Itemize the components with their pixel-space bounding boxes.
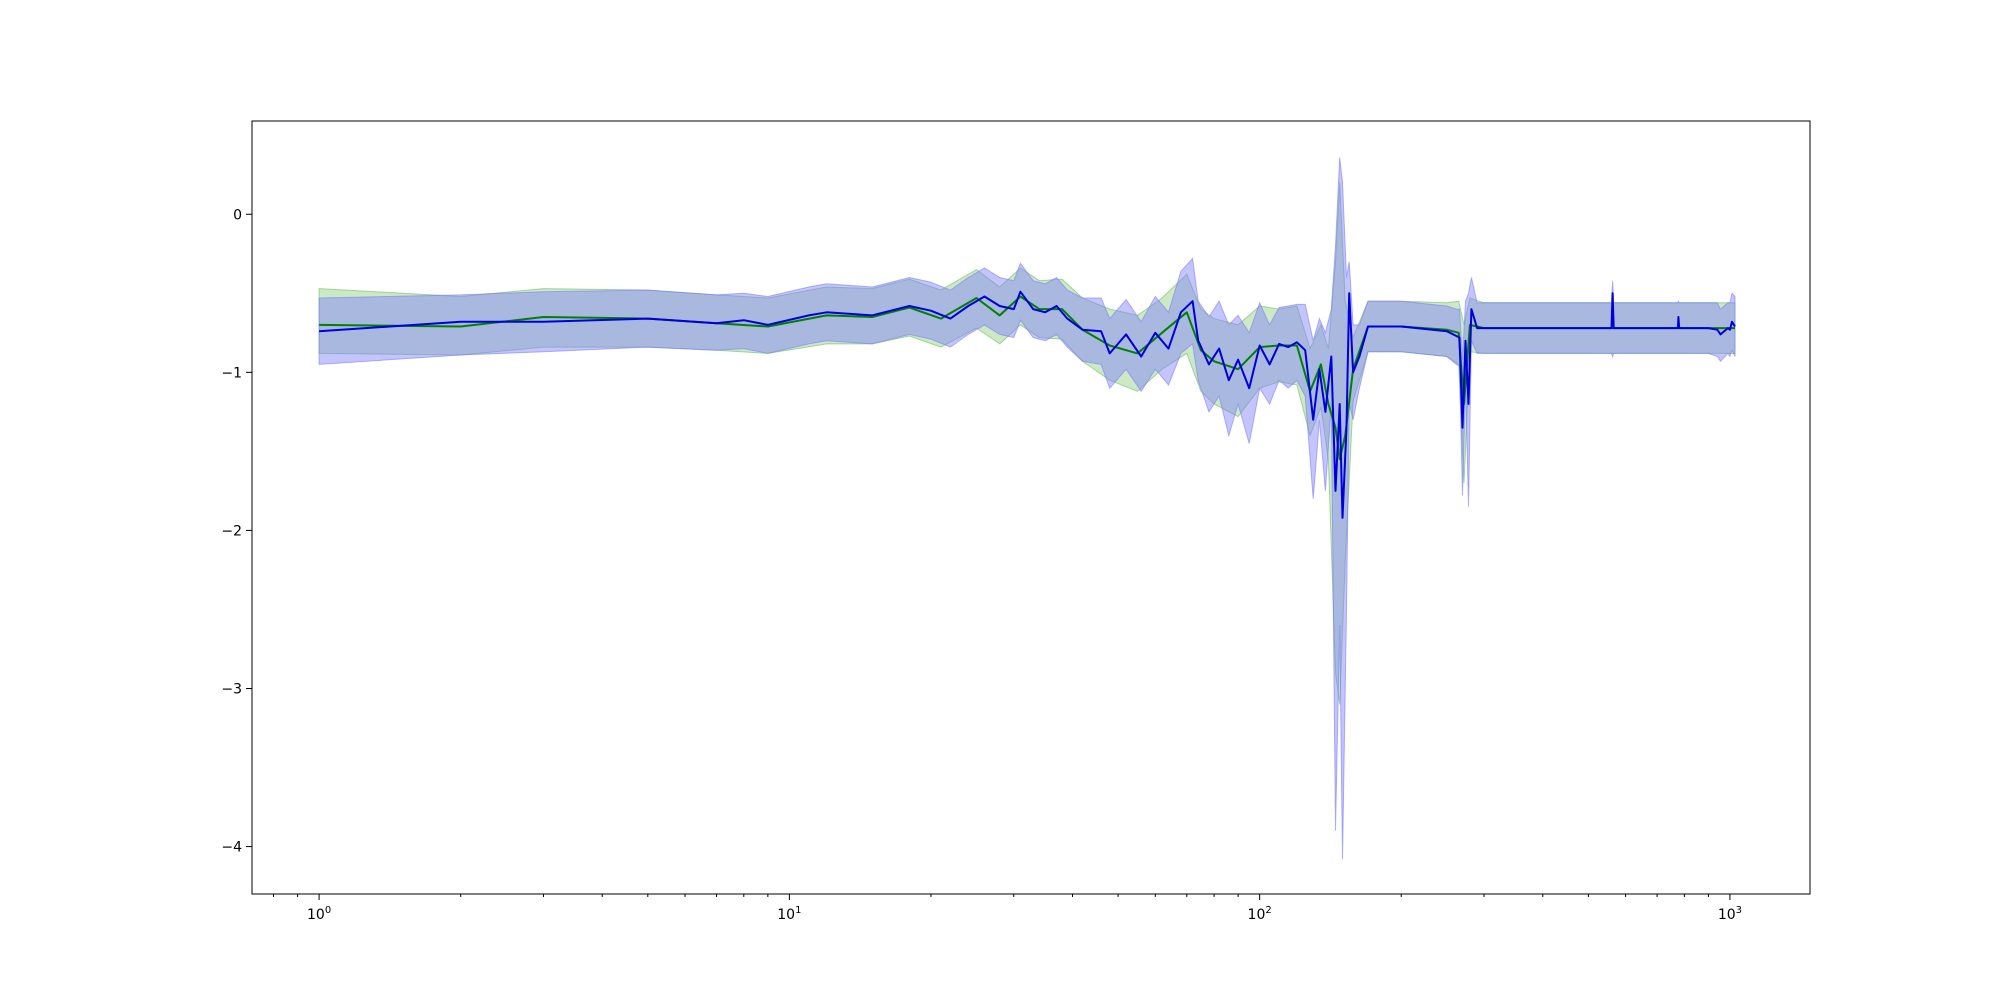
confidence-bands [318,157,1736,860]
x-tick-label: 102 [1248,905,1272,923]
series-line-2 [319,290,1736,519]
plot-area [318,157,1736,860]
y-tick-label: −4 [221,840,242,856]
y-tick-label: −2 [221,523,242,539]
axes-frame [251,120,1811,895]
x-tick-label: 100 [307,905,331,923]
y-tick-label: 0 [233,207,242,223]
x-tick-label: 101 [777,905,801,923]
confidence-band-2 [318,157,1736,860]
series-lines [319,290,1736,519]
y-tick-label: −1 [221,365,242,381]
x-tick-label: 103 [1718,905,1742,923]
x-axis: 100 101 102 103 [273,894,1742,923]
y-axis: 0 −1 −2 −3 −4 [221,207,252,856]
y-tick-label: −3 [221,681,242,697]
